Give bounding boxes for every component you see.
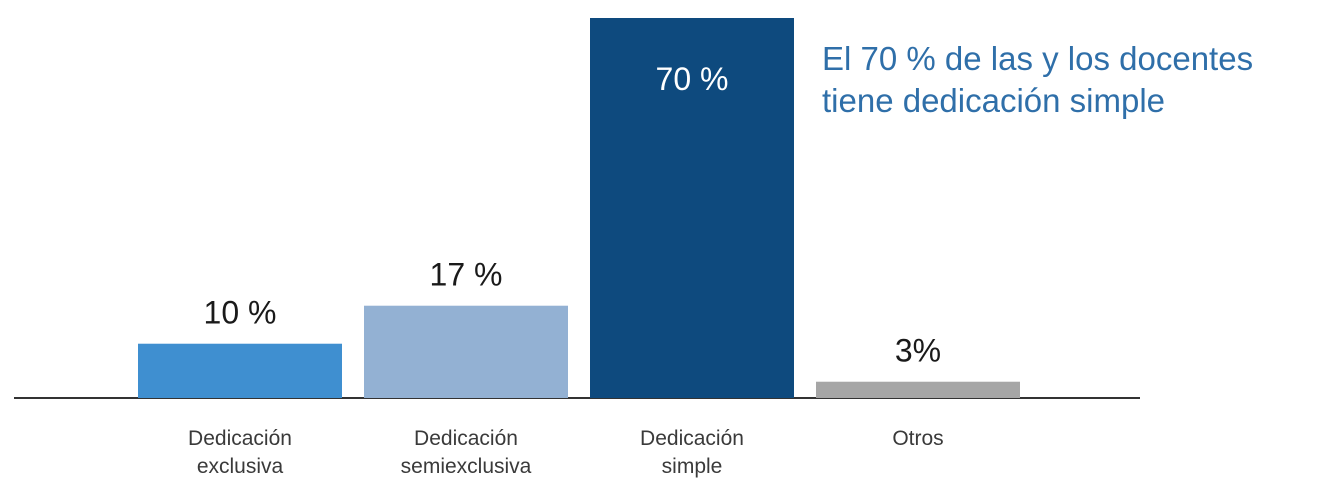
bar [364, 305, 568, 398]
chart-annotation: El 70 % de las y los docentes tiene dedi… [822, 40, 1254, 119]
category-label: Otros [892, 427, 944, 450]
bar [816, 381, 1020, 398]
bar-value-label: 17 % [430, 257, 503, 293]
category-label: Dedicación semiexclusiva [400, 427, 532, 478]
category-label: Dedicación exclusiva [188, 427, 292, 478]
bar-value-label: 10 % [204, 295, 277, 331]
bar [138, 343, 342, 398]
bar [590, 18, 794, 398]
bar-value-label: 3% [895, 333, 941, 369]
category-label: Dedicación simple [640, 427, 744, 478]
bar-value-label: 70 % [656, 61, 729, 97]
